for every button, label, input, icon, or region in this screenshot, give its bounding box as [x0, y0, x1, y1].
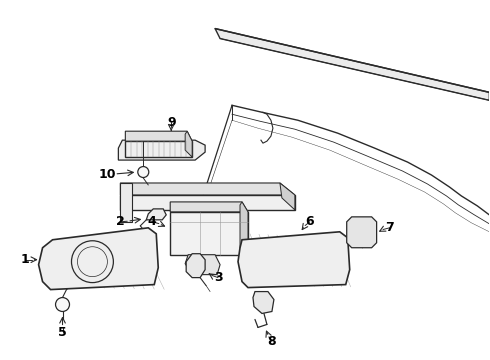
Circle shape	[55, 298, 70, 311]
Polygon shape	[121, 183, 132, 222]
Text: 10: 10	[98, 167, 116, 180]
Polygon shape	[119, 140, 205, 160]
Polygon shape	[170, 212, 248, 255]
Polygon shape	[280, 183, 295, 210]
Polygon shape	[186, 254, 205, 278]
Polygon shape	[121, 195, 295, 210]
Polygon shape	[147, 209, 166, 220]
Polygon shape	[125, 131, 192, 141]
Polygon shape	[185, 255, 220, 275]
Text: 6: 6	[305, 215, 314, 228]
Text: 4: 4	[148, 215, 157, 228]
Polygon shape	[240, 202, 248, 255]
Polygon shape	[39, 228, 158, 289]
Text: 1: 1	[20, 253, 29, 266]
Polygon shape	[238, 232, 350, 288]
Circle shape	[138, 167, 149, 177]
Polygon shape	[253, 292, 274, 314]
Polygon shape	[215, 28, 490, 100]
Text: 2: 2	[116, 215, 125, 228]
Text: 7: 7	[385, 221, 394, 234]
Text: 5: 5	[58, 326, 67, 339]
Polygon shape	[170, 202, 248, 212]
Text: 8: 8	[268, 335, 276, 348]
Text: 9: 9	[167, 116, 175, 129]
Polygon shape	[347, 217, 377, 248]
Text: 3: 3	[214, 271, 222, 284]
Polygon shape	[125, 141, 192, 157]
Polygon shape	[121, 183, 295, 195]
Polygon shape	[185, 131, 192, 157]
